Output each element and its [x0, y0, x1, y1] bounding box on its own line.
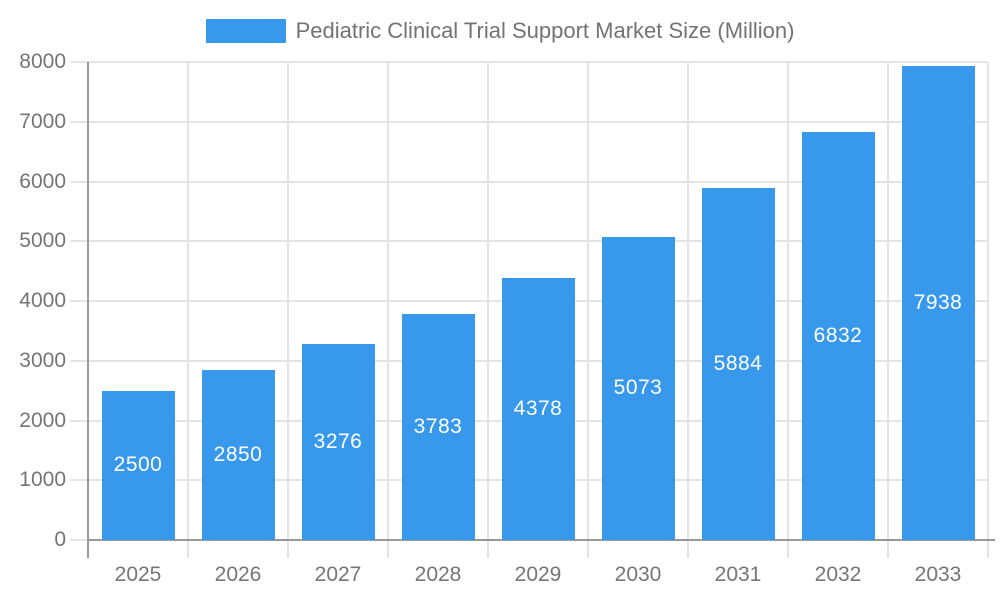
bar-2031[interactable]: 5884: [701, 188, 775, 540]
y-axis-tick-label: 1000: [19, 468, 66, 492]
bar-2028[interactable]: 3783: [401, 313, 475, 540]
x-axis-tick-label: 2032: [814, 563, 862, 586]
bar-value-label: 3783: [413, 414, 463, 438]
gridline-vertical: [687, 62, 689, 558]
bar-2030[interactable]: 5073: [601, 236, 675, 540]
x-axis-tick-label: 2025: [114, 563, 162, 586]
bar-2033[interactable]: 7938: [901, 65, 975, 540]
y-axis-tick-label: 4000: [19, 289, 66, 312]
bar-2032[interactable]: 6832: [801, 131, 875, 540]
gridline-horizontal: [70, 61, 988, 63]
gridline-vertical: [987, 62, 989, 558]
x-axis-tick-label: 2029: [514, 563, 562, 586]
gridline-vertical: [187, 62, 189, 558]
bar-value-label: 5073: [613, 376, 663, 400]
bar-value-label: 3276: [313, 430, 363, 454]
x-axis-tick-label: 2033: [914, 563, 962, 586]
gridline-horizontal: [70, 240, 988, 243]
y-axis-tick-label: 5000: [19, 229, 66, 253]
y-axis-tick-label: 3000: [19, 348, 66, 372]
x-axis-tick-label: 2027: [314, 563, 362, 586]
bar-value-label: 2850: [213, 442, 263, 466]
x-axis-tick-label: 2030: [614, 563, 662, 586]
bar-value-label: 2500: [113, 453, 163, 477]
bar-2026[interactable]: 2850: [201, 369, 275, 540]
gridline-horizontal: [70, 180, 988, 183]
x-axis-line: [88, 539, 995, 541]
gridline-vertical: [387, 62, 389, 558]
y-axis-line: [87, 62, 89, 558]
legend[interactable]: Pediatric Clinical Trial Support Market …: [0, 18, 1000, 44]
x-axis-tick-label: 2026: [214, 563, 262, 586]
gridline-vertical: [487, 62, 489, 558]
bar-value-label: 5884: [713, 352, 763, 376]
x-axis-tick-label: 2031: [714, 563, 762, 586]
bar-value-label: 4378: [513, 397, 563, 421]
bar-value-label: 7938: [913, 290, 963, 314]
y-axis-tick-label: 8000: [19, 50, 66, 73]
gridline-horizontal: [70, 120, 988, 123]
y-axis-tick-label: 0: [54, 528, 66, 551]
legend-label: Pediatric Clinical Trial Support Market …: [295, 18, 795, 43]
bar-value-label: 6832: [813, 323, 863, 347]
plot-area: 0 1000 2000 3000 4000 5000 6000 7000 8000 2500 202…: [19, 51, 995, 586]
gridline-vertical: [287, 62, 289, 558]
gridline-vertical: [887, 62, 889, 558]
y-axis-tick-label: 6000: [19, 169, 66, 193]
y-axis-tick-label: 2000: [19, 408, 66, 432]
y-axis-tick-label: 7000: [19, 109, 66, 133]
bar-2027[interactable]: 3276: [301, 344, 375, 540]
bar-2029[interactable]: 4378: [501, 278, 575, 540]
legend-swatch: [205, 19, 286, 43]
gridline-vertical: [587, 62, 589, 558]
x-axis-tick-label: 2028: [414, 563, 462, 586]
bar-2025[interactable]: 2500: [101, 390, 175, 540]
gridline-vertical: [787, 62, 789, 558]
